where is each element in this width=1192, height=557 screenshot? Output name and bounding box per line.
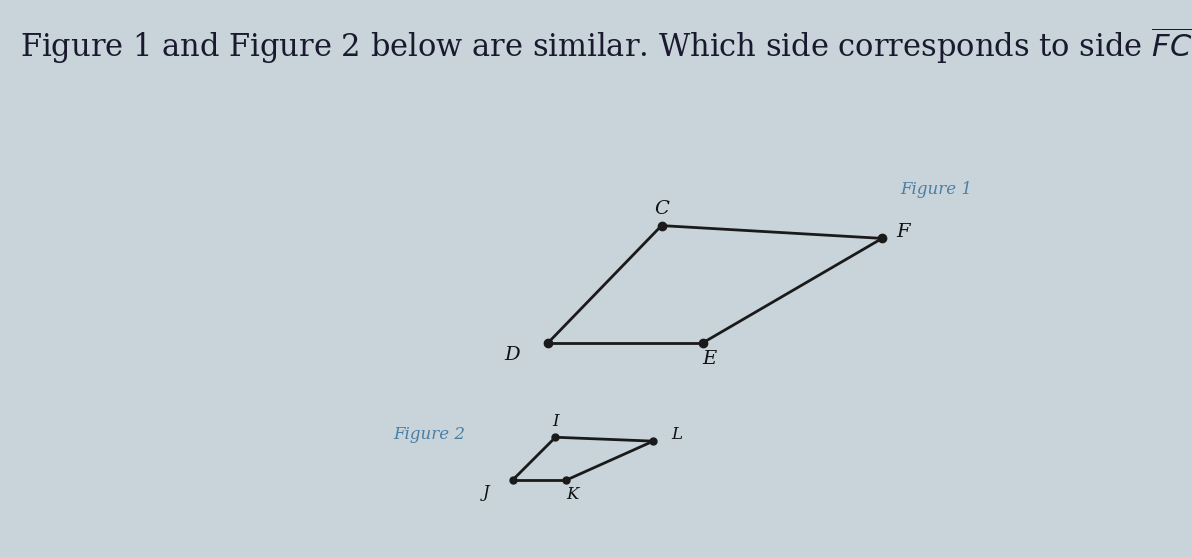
Text: Figure 1: Figure 1 — [900, 181, 971, 198]
Text: E: E — [702, 350, 716, 368]
Text: Figure 1 and Figure 2 below are similar. Which side corresponds to side $\overli: Figure 1 and Figure 2 below are similar.… — [20, 25, 1192, 66]
Text: Figure 2: Figure 2 — [393, 426, 465, 443]
Text: C: C — [654, 200, 669, 218]
Text: J: J — [483, 484, 490, 501]
Text: F: F — [896, 223, 911, 241]
Text: I: I — [552, 413, 559, 430]
Text: D: D — [504, 346, 521, 364]
Text: L: L — [671, 426, 683, 443]
Text: K: K — [566, 486, 578, 503]
